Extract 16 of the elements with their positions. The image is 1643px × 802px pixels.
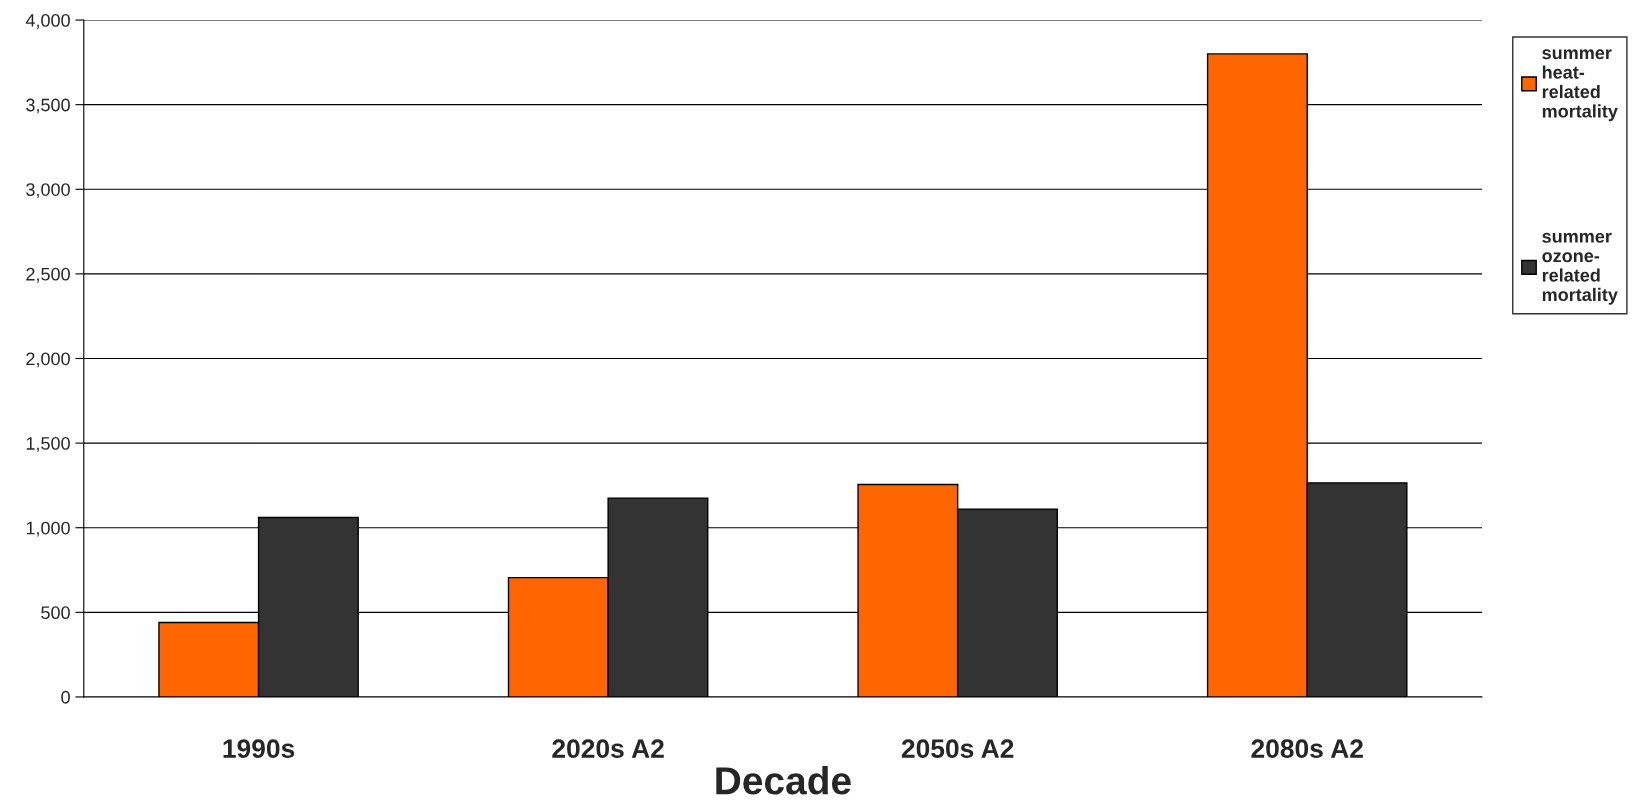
- x-tick-label: 2020s A2: [552, 739, 664, 758]
- x-tick-label: 1990s: [223, 739, 295, 758]
- y-tick-label: 2,500: [26, 267, 70, 283]
- legend-label: summer ozone- related mortality: [1542, 232, 1618, 305]
- legend-label: summer heat- related mortality: [1542, 49, 1618, 122]
- y-tick-label: 0: [61, 690, 70, 704]
- y-tick-label: 4,000: [25, 13, 70, 29]
- y-tick-label: 500: [41, 606, 70, 620]
- x-tick-label: 2080s A2: [1251, 739, 1363, 758]
- y-tick-label: 2,000: [26, 352, 70, 368]
- x-axis-title: Decade: [716, 765, 851, 795]
- y-tick-label: 3,500: [26, 98, 70, 114]
- x-tick-label: 2050s A2: [901, 739, 1014, 758]
- y-tick-label: 1,500: [26, 437, 70, 452]
- y-tick-label: 1,000: [26, 521, 70, 537]
- y-tick-label: 3,000: [26, 183, 70, 199]
